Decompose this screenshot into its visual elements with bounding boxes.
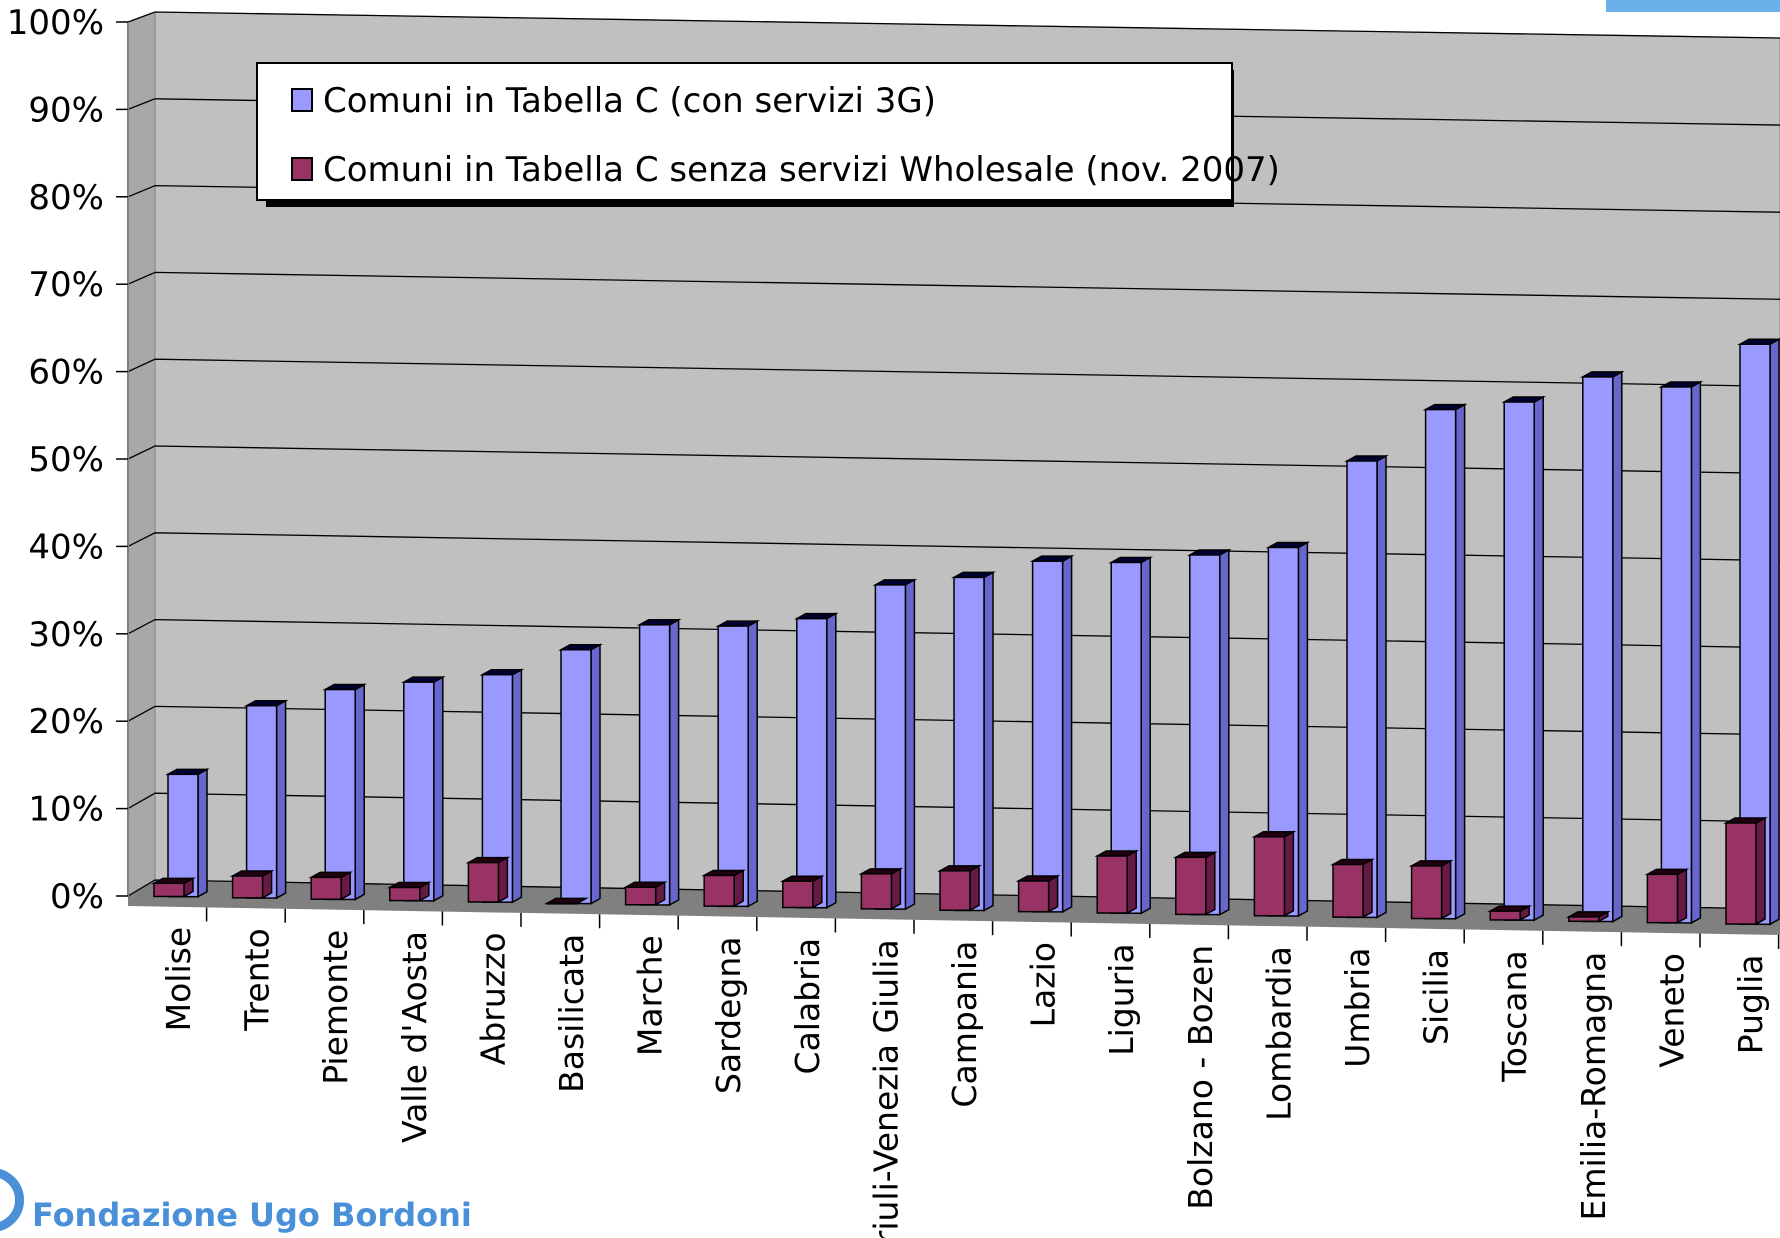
x-tick-label: Toscana (1495, 950, 1534, 1082)
x-tick-label: Puglia (1731, 954, 1770, 1054)
grid-line (127, 618, 1780, 649)
bar-wholesale (1172, 851, 1218, 916)
bar-3g (872, 578, 918, 911)
y-tick-label: 30% (28, 615, 104, 655)
bar-wholesale (622, 880, 668, 907)
x-axis-labels: Molise Trento Piemonte Valle d'Aosta Abruzzo… (159, 907, 1780, 1238)
bar-wholesale (779, 874, 825, 909)
x-tick-label: Campania (945, 941, 984, 1108)
bar-wholesale (1565, 910, 1611, 923)
bar-wholesale (386, 881, 432, 902)
grid-line (127, 11, 1780, 39)
y-tick-label: 40% (28, 527, 104, 567)
bar-3g (322, 683, 368, 901)
bar-wholesale (1723, 816, 1768, 926)
bar-wholesale (1408, 859, 1454, 920)
x-tick-label: Piemonte (316, 930, 355, 1085)
bar-wholesale (465, 856, 511, 904)
legend: Comuni in Tabella C (con servizi 3G) Com… (256, 62, 1280, 207)
y-tick-label: 90% (28, 90, 104, 130)
x-tick-label: Valle d'Aosta (395, 931, 434, 1143)
brand-name: Fondazione Ugo Bordoni (32, 1196, 472, 1234)
x-tick-label: Emilia-Romagna (1574, 952, 1613, 1221)
grid-line (127, 184, 1780, 213)
bar-wholesale (701, 869, 747, 908)
bar-wholesale (937, 864, 982, 912)
grid-line (127, 792, 1780, 823)
bar-3g (1344, 454, 1389, 919)
y-tick-label: 100% (7, 3, 104, 43)
bar-3g (793, 612, 839, 910)
y-axis: 0% 10% 20% 30% 40% 50% 60% 70% 80% 90% 100% (7, 3, 129, 917)
bar-3g (1501, 395, 1547, 922)
bar-wholesale (229, 869, 275, 900)
y-tick-label: 80% (28, 178, 104, 218)
bar-3g (715, 619, 761, 908)
bars (151, 337, 1780, 926)
x-tick-label: Calabria (788, 938, 827, 1075)
bar-wholesale (1251, 830, 1297, 918)
corner-tab (1606, 0, 1780, 12)
bar-wholesale (1487, 904, 1533, 922)
bar-3g (1658, 380, 1704, 925)
x-tick-label: Lombardia (1259, 946, 1298, 1121)
bar-wholesale (544, 897, 589, 905)
grid-line (127, 358, 1780, 388)
y-tick-label: 20% (28, 702, 104, 742)
bar-wholesale (151, 877, 196, 898)
x-tick-label: Sardegna (709, 937, 748, 1094)
y-tick-label: 50% (28, 440, 104, 480)
bar-wholesale (1330, 858, 1375, 919)
legend-box (256, 62, 1233, 201)
legend-label-3g: Comuni in Tabella C (con servizi 3G) (323, 81, 936, 121)
bar-wholesale (1644, 868, 1690, 924)
bar-3g (1422, 403, 1468, 921)
bar-wholesale (858, 867, 904, 911)
bar-3g (165, 768, 210, 898)
x-tick-label: Lazio (1024, 942, 1063, 1027)
side-wall (127, 11, 156, 897)
y-tick-label: 10% (28, 790, 104, 830)
legend-swatch-wholesale (291, 157, 313, 181)
x-tick-label: Abruzzo (473, 932, 512, 1065)
x-tick-label: Sicilia (1417, 949, 1456, 1045)
bar-wholesale (308, 871, 354, 901)
grid-line (127, 271, 1780, 300)
bar-wholesale (1015, 874, 1061, 913)
grid-lines (127, 11, 1780, 910)
legend-label-wholesale: Comuni in Tabella C senza servizi Wholes… (323, 150, 1280, 190)
x-tick-label: Umbria (1338, 948, 1377, 1068)
bar-3g (400, 675, 446, 903)
x-tick-label: Friuli-Venezia Giulia (866, 939, 905, 1238)
x-tick-label: Veneto (1652, 953, 1691, 1068)
grid-line (127, 532, 1780, 562)
x-tick-label: Trento (238, 928, 277, 1032)
bar-3g (951, 571, 996, 912)
bar-3g (1579, 370, 1625, 923)
y-tick-label: 60% (28, 353, 104, 393)
x-tick-label: Bolzano - Bozen (1181, 945, 1220, 1210)
bar-3g (636, 618, 682, 907)
bar-3g (558, 643, 603, 905)
legend-swatch-3g (291, 88, 313, 112)
y-tick-label: 0% (50, 877, 104, 917)
grid-line (127, 705, 1780, 736)
x-tick-label: Liguria (1102, 943, 1141, 1055)
bar-3g (243, 699, 289, 900)
bar-wholesale (1094, 849, 1140, 915)
x-tick-label: Basilicata (552, 934, 591, 1093)
x-tick-label: Molise (159, 927, 198, 1031)
y-tick-label: 70% (28, 265, 104, 305)
grid-line (127, 879, 1780, 910)
grid-line (127, 98, 1780, 126)
bar-3g (1029, 554, 1075, 914)
grid-line (127, 445, 1780, 475)
x-tick-label: Marche (631, 935, 670, 1056)
